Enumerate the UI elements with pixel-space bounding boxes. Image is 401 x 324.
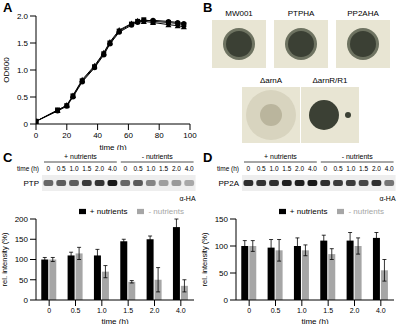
svg-text:time (h): time (h) [101, 317, 128, 324]
svg-text:1.5: 1.5 [123, 307, 133, 314]
svg-text:ΔarnR/R1: ΔarnR/R1 [312, 76, 348, 85]
svg-text:PTPHA: PTPHA [288, 9, 315, 18]
svg-text:- nutrients: - nutrients [342, 153, 374, 160]
svg-text:0: 0 [34, 131, 39, 140]
svg-text:1.0: 1.0 [269, 165, 278, 172]
svg-text:4.0: 4.0 [376, 307, 386, 314]
svg-text:60: 60 [124, 131, 133, 140]
svg-text:80: 80 [155, 131, 164, 140]
html-text:A: A [3, 0, 13, 15]
svg-text:+ nutrients: + nutrients [64, 153, 97, 160]
svg-text:C: C [8, 150, 13, 165]
svg-text:1.0: 1.0 [297, 307, 307, 314]
svg-text:4.0: 4.0 [385, 165, 393, 172]
svg-text:0.5: 0.5 [57, 165, 66, 172]
svg-text:100: 100 [15, 255, 29, 264]
svg-text:PP2AHA: PP2AHA [347, 9, 379, 18]
svg-text:1.5: 1.5 [323, 307, 333, 314]
svg-text:0: 0 [323, 165, 327, 172]
svg-text:1.5: 1.5 [82, 165, 91, 172]
svg-text:2.0: 2.0 [295, 165, 304, 172]
svg-text:α-HA: α-HA [179, 195, 195, 202]
svg-text:0: 0 [224, 296, 229, 305]
svg-text:rel. intensity (%): rel. intensity (%) [8, 232, 9, 286]
svg-text:200: 200 [15, 215, 29, 224]
svg-text:100: 100 [215, 242, 229, 251]
svg-text:2.0: 2.0 [172, 165, 181, 172]
svg-text:1.5: 1.5 [17, 39, 29, 48]
svg-text:40: 40 [93, 131, 102, 140]
svg-text:1.5: 1.5 [359, 165, 368, 172]
svg-text:4.0: 4.0 [176, 307, 186, 314]
html-text:+ nutrients: + nutrients [89, 207, 128, 216]
svg-text:time (h): time (h) [217, 165, 239, 173]
svg-text:50: 50 [219, 269, 228, 278]
svg-text:0: 0 [247, 165, 251, 172]
svg-text:B: B [203, 0, 212, 15]
svg-text:0: 0 [47, 307, 51, 314]
svg-text:2.0: 2.0 [17, 12, 29, 21]
svg-text:1.0: 1.0 [17, 66, 29, 75]
svg-text:time (h): time (h) [301, 317, 328, 324]
svg-text:α-HA: α-HA [379, 195, 393, 202]
svg-text:2.0: 2.0 [95, 165, 104, 172]
svg-text:1.0: 1.0 [97, 307, 107, 314]
html-text:+ nutrients: + nutrients [289, 207, 328, 216]
svg-text:1.0: 1.0 [346, 165, 355, 172]
svg-text:0.5: 0.5 [17, 93, 29, 102]
svg-text:2.0: 2.0 [150, 307, 160, 314]
svg-text:2.0: 2.0 [372, 165, 381, 172]
svg-text:1.5: 1.5 [159, 165, 168, 172]
svg-text:4.0: 4.0 [185, 165, 194, 172]
svg-text:20: 20 [62, 131, 71, 140]
svg-text:0: 0 [247, 307, 251, 314]
svg-text:0.5: 0.5 [257, 165, 266, 172]
svg-text:rel. intensity (%): rel. intensity (%) [200, 232, 209, 286]
svg-text:0.5: 0.5 [133, 165, 142, 172]
svg-text:0: 0 [24, 296, 29, 305]
svg-text:+ nutrients: + nutrients [264, 153, 297, 160]
svg-text:0.5: 0.5 [271, 307, 281, 314]
svg-text:1.0: 1.0 [146, 165, 155, 172]
svg-text:MW001: MW001 [225, 9, 253, 18]
svg-text:time (h): time (h) [17, 165, 39, 173]
html-text:- nutrients: - nutrients [348, 207, 384, 216]
svg-text:4.0: 4.0 [108, 165, 117, 172]
svg-text:OD600: OD600 [8, 57, 11, 83]
svg-text:PP2A: PP2A [219, 179, 240, 188]
svg-text:D: D [203, 150, 212, 165]
svg-text:1.5: 1.5 [282, 165, 291, 172]
svg-text:- nutrients: - nutrients [142, 153, 174, 160]
svg-text:1.0: 1.0 [69, 165, 78, 172]
svg-text:2.0: 2.0 [350, 307, 360, 314]
svg-text:100: 100 [183, 131, 197, 140]
svg-text:150: 150 [215, 215, 229, 224]
svg-text:150: 150 [15, 235, 29, 244]
svg-text:0: 0 [47, 165, 51, 172]
svg-text:0.5: 0.5 [333, 165, 342, 172]
svg-text:PTP: PTP [23, 179, 39, 188]
svg-text:0: 0 [123, 165, 127, 172]
svg-text:50: 50 [19, 276, 28, 285]
svg-text:time (h): time (h) [99, 143, 126, 150]
svg-text:0.5: 0.5 [71, 307, 81, 314]
svg-text:ΔarnA: ΔarnA [260, 76, 283, 85]
svg-text:4.0: 4.0 [308, 165, 317, 172]
svg-text:0: 0 [24, 120, 29, 129]
html-text:- nutrients: - nutrients [148, 207, 184, 216]
